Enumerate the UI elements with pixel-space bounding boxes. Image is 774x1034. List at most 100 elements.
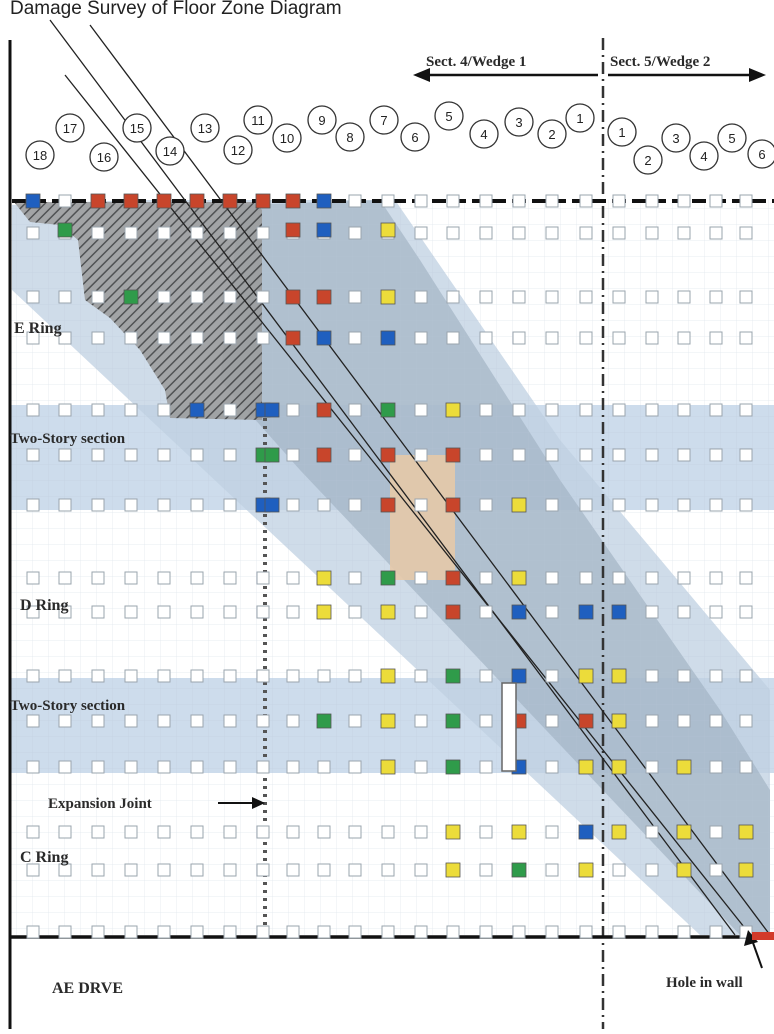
column-number-left-6: 6 [411,130,418,145]
column-number-left-1: 1 [576,111,583,126]
column-number-left-15-circle [122,113,152,143]
column-post [190,825,204,839]
column-post [545,290,559,304]
column-number-left-17: 17 [63,121,77,136]
column-post-yellow [316,570,332,586]
column-number-left-5-circle [434,101,464,131]
column-post [739,194,753,208]
column-post [579,194,593,208]
column-post [256,226,270,240]
column-post [190,290,204,304]
column-post [348,925,362,939]
column-post [286,605,300,619]
column-post [414,448,428,462]
column-post [91,498,105,512]
column-post [545,331,559,345]
column-post [124,403,138,417]
column-post [286,760,300,774]
column-post [256,571,270,585]
column-post-blue [611,604,627,620]
column-post [124,714,138,728]
column-post-blue [189,402,205,418]
column-post [26,403,40,417]
column-post [545,571,559,585]
column-post [414,331,428,345]
column-number-left-15: 15 [130,121,144,136]
column-post [545,863,559,877]
column-post [26,760,40,774]
column-post [545,403,559,417]
column-post [645,714,659,728]
column-post-red [316,289,332,305]
column-post [190,331,204,345]
column-post-yellow [511,570,527,586]
column-post [709,825,723,839]
column-post [512,226,526,240]
column-number-left-10: 10 [280,131,294,146]
column-post [579,925,593,939]
column-post [612,925,626,939]
column-post-yellow [380,668,396,684]
column-post-yellow [611,668,627,684]
column-post [91,290,105,304]
column-number-left-8-circle [335,122,365,152]
column-post [286,498,300,512]
column-post [739,760,753,774]
column-post [612,194,626,208]
column-post-yellow [511,824,527,840]
column-post [286,863,300,877]
column-post [677,331,691,345]
column-post [157,226,171,240]
column-posts [25,193,754,939]
column-post-red [445,497,461,513]
column-post-green [57,222,73,238]
column-post [545,825,559,839]
column-post [190,571,204,585]
column-post [58,669,72,683]
column-post [645,226,659,240]
column-post-yellow [738,862,754,878]
column-number-left-3-circle [504,107,534,137]
column-post [190,760,204,774]
column-post-blue [25,193,41,209]
column-post [157,448,171,462]
column-number-left-14: 14 [163,144,177,159]
column-post [677,669,691,683]
column-post [579,226,593,240]
column-post-red [285,193,301,209]
column-post-red [285,222,301,238]
column-post [91,714,105,728]
column-post [739,714,753,728]
column-number-right-2: 2 [644,153,651,168]
column-post [348,331,362,345]
column-post [479,331,493,345]
column-post [124,571,138,585]
column-post-red [445,604,461,620]
column-post [612,226,626,240]
column-post [256,669,270,683]
column-post [414,825,428,839]
column-post [479,226,493,240]
column-number-right-5-circle [717,123,747,153]
column-post [91,760,105,774]
column-post [479,760,493,774]
column-post [157,714,171,728]
column-post-yellow [578,862,594,878]
column-post [223,571,237,585]
column-post [157,290,171,304]
column-post [190,498,204,512]
column-post [26,714,40,728]
column-post-red [255,193,271,209]
column-post [677,403,691,417]
column-post [645,863,659,877]
column-post [157,605,171,619]
column-post [26,290,40,304]
column-post [91,403,105,417]
column-post [479,825,493,839]
column-post [286,669,300,683]
column-post [26,669,40,683]
column-post [223,331,237,345]
column-post [739,571,753,585]
column-post [545,760,559,774]
